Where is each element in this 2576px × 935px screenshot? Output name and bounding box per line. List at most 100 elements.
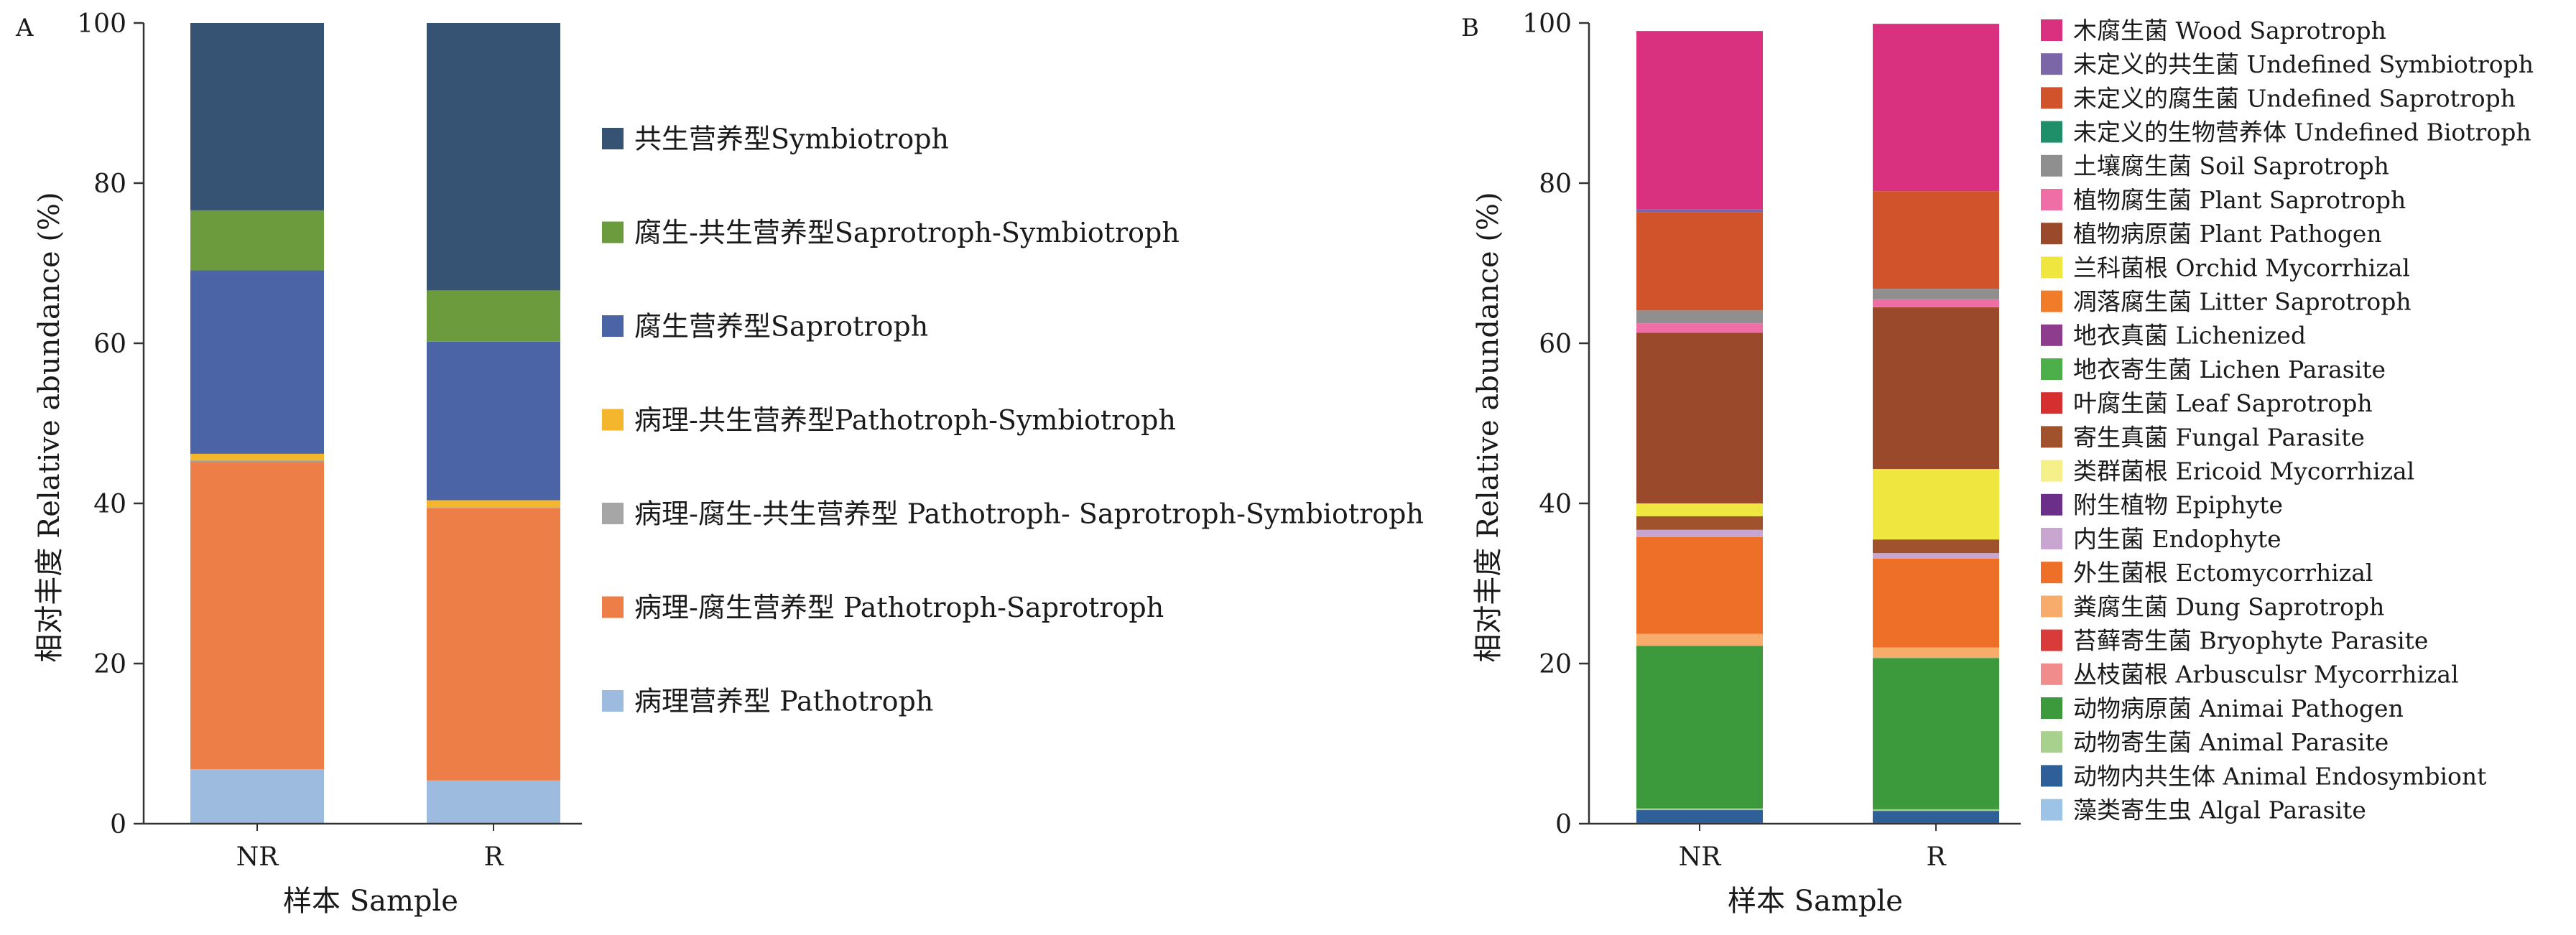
panel-a-y-tick-label: 40 — [93, 490, 126, 519]
panel-b-bar-r-orchid-mycorrhizal — [1873, 469, 1999, 540]
panel-b-legend-label: 未定义的共生菌 Undefined Symbiotroph — [2073, 50, 2534, 78]
panel-b-x-tick-label: NR — [1679, 842, 1722, 872]
panel-a-bar-nr-saprotroph — [190, 270, 324, 454]
panel-b-bar-r-dung-saprotroph — [1873, 647, 1999, 659]
panel-b-legend-swatch — [2041, 290, 2062, 312]
panel-b-bar-r-undefined-saprotroph — [1873, 191, 1999, 289]
panel-a-legend-swatch — [602, 503, 624, 524]
panel-b-legend-swatch — [2041, 426, 2062, 448]
panel-b-legend-swatch — [2041, 697, 2062, 719]
panel-a-legend-label: 病理营养型 Pathotroph — [634, 686, 933, 717]
panel-b-legend-label: 未定义的腐生菌 Undefined Saprotroph — [2073, 84, 2516, 112]
panel-b-bar-nr-undefined-saprotroph — [1636, 212, 1763, 311]
panel-b-legend-label: 地衣真菌 Lichenized — [2073, 322, 2306, 350]
panel-b-bar-nr-ectomycorrhizal — [1636, 536, 1763, 634]
panel-b-bar-nr-animai-pathogen — [1636, 646, 1763, 809]
panel-a-bar-nr-symbiotroph — [190, 23, 324, 210]
panel-b-legend-label: 地衣寄生菌 Lichen Parasite — [2073, 355, 2386, 383]
panel-a-legend-label: 共生营养型Symbiotroph — [634, 124, 949, 155]
panel-a-bar-r-saprotroph — [427, 341, 560, 501]
panel-b-legend-swatch — [2041, 324, 2062, 346]
panel-b-bar-nr-endophyte — [1636, 529, 1763, 537]
panel-a-legend-swatch — [602, 128, 624, 149]
panel-b-legend-swatch — [2041, 256, 2062, 279]
panel-a-bar-nr-pathotroph — [190, 769, 324, 824]
panel-b-legend-label: 丛枝菌根 Arbusculsr Mycorrhizal — [2073, 661, 2459, 689]
panel-a-legend-swatch — [602, 690, 624, 712]
panel-a-bar-nr-pathotroph-saprotroph-symbiotroph — [190, 460, 324, 462]
panel-b-legend-swatch — [2041, 595, 2062, 618]
panel-b-legend-label: 藻类寄生虫 Algal Parasite — [2073, 796, 2366, 824]
panel-a-plot-area: NR R 0 20 40 60 80 100 — [77, 9, 582, 872]
panel-b-legend-label: 植物病原菌 Plant Pathogen — [2073, 220, 2382, 248]
panel-b-bar-nr-animal-parasite — [1636, 808, 1763, 811]
panel-b-legend-label: 木腐生菌 Wood Saprotroph — [2073, 17, 2386, 45]
panel-b-legend-swatch — [2041, 358, 2062, 380]
panel-b-y-tick-label: 80 — [1539, 169, 1572, 199]
panel-b-legend-swatch — [2041, 493, 2062, 516]
panel-b-legend-swatch — [2041, 223, 2062, 245]
panel-b-legend-swatch — [2041, 799, 2062, 821]
panel-a-y-tick-label: 80 — [93, 169, 126, 199]
panel-b-label: B — [1461, 14, 1479, 42]
panel-b-legend-label: 兰科菌根 Orchid Mycorrhizal — [2073, 253, 2410, 282]
panel-a-legend-label: 腐生营养型Saprotroph — [634, 311, 928, 343]
panel-a-bar-nr-saprotroph-symbiotroph — [190, 210, 324, 271]
panel-b-legend-label: 类群菌根 Ericoid Mycorrhizal — [2073, 457, 2414, 485]
panel-b-legend-swatch — [2041, 19, 2062, 41]
panel-a-y-tick-label: 0 — [110, 810, 126, 839]
panel-a-bar-nr-pathotroph-saprotroph — [190, 462, 324, 770]
panel-b-legend-swatch — [2041, 154, 2062, 177]
panel-b-y-tick-label: 100 — [1522, 9, 1572, 39]
panel-b-legend-swatch — [2041, 663, 2062, 685]
panel-b-bar-nr-dung-saprotroph — [1636, 633, 1763, 646]
panel-b-x-tick-label: R — [1926, 842, 1946, 872]
panel-b-legend-swatch — [2041, 731, 2062, 753]
panel-a-y-tick-label: 20 — [93, 650, 126, 679]
panel-a-label: A — [15, 14, 34, 42]
panel-b-bar-r-wood-saprotroph — [1873, 24, 1999, 192]
panel-a-legend-label: 病理-腐生-共生营养型 Pathotroph- Saprotroph-Symbi… — [634, 498, 1424, 530]
panel-a-legend-swatch — [602, 315, 624, 337]
panel-a-x-tick-label: R — [483, 842, 504, 872]
panel-b-legend-swatch — [2041, 121, 2062, 143]
panel-b-legend-label: 内生菌 Endophyte — [2073, 525, 2281, 553]
panel-a-legend-swatch — [602, 409, 624, 431]
panel-b-legend-label: 动物内共生体 Animal Endosymbiont — [2073, 762, 2486, 790]
panel-b-y-axis-title: 相对丰度 Relative abundance (%) — [1472, 192, 1505, 662]
panel-b: B NR R 0 20 40 60 80 100 样本 Sample 相对丰度 Relativ… — [1461, 9, 2534, 918]
panel-b-bar-r-endophyte — [1873, 553, 1999, 559]
panel-b-x-axis-title: 样本 Sample — [1728, 885, 1903, 918]
panel-b-legend-swatch — [2041, 392, 2062, 414]
panel-b-bar-nr-plant-pathogen — [1636, 332, 1763, 503]
panel-b-bar-nr-soil-saprotroph — [1636, 310, 1763, 324]
panel-a-legend-label: 腐生-共生营养型Saprotroph-Symbiotroph — [634, 217, 1180, 248]
panel-b-bar-nr-orchid-mycorrhizal — [1636, 503, 1763, 516]
panel-a-bar-r-symbiotroph — [427, 23, 560, 291]
panel-b-legend-swatch — [2041, 528, 2062, 549]
panel-a-legend: 共生营养型Symbiotroph 腐生-共生营养型Saprotroph-Symbi… — [602, 124, 1424, 717]
panel-a-y-axis-title: 相对丰度 Relative abundance (%) — [33, 192, 66, 662]
panel-b-legend-label: 未定义的生物营养体 Undefined Biotroph — [2073, 118, 2531, 146]
panel-b-legend-swatch — [2041, 629, 2062, 651]
panel-b-bar-r-fungal-parasite — [1873, 539, 1999, 554]
panel-b-legend-label: 动物病原菌 Animai Pathogen — [2073, 694, 2404, 722]
panel-b-legend-label: 附生植物 Epiphyte — [2073, 491, 2283, 519]
panel-b-bar-r-soil-saprotroph — [1873, 289, 1999, 299]
panel-b-y-tick-label: 0 — [1555, 810, 1572, 839]
panel-b-plot-area: NR R 0 20 40 60 80 100 — [1522, 9, 2021, 872]
panel-a-bar-r-saprotroph-symbiotroph — [427, 290, 560, 342]
panel-b-y-tick-label: 60 — [1539, 330, 1572, 359]
panel-b-legend-label: 植物腐生菌 Plant Saprotroph — [2073, 186, 2406, 214]
panel-b-bar-nr-animal-endosymbiont — [1636, 810, 1763, 823]
panel-b-legend-label: 叶腐生菌 Leaf Saprotroph — [2073, 389, 2373, 417]
panel-a-legend-label: 病理-腐生营养型 Pathotroph-Saprotroph — [634, 592, 1164, 623]
panel-b-legend-swatch — [2041, 460, 2062, 482]
panel-a-bar-r-pathotroph-symbiotroph — [427, 500, 560, 508]
panel-b-legend-label: 凋落腐生菌 Litter Saprotroph — [2073, 287, 2411, 315]
panel-a-bar-nr-pathotroph-symbiotroph — [190, 453, 324, 460]
panel-b-legend-swatch — [2041, 87, 2062, 109]
panel-b-bar-r-animal-parasite — [1873, 809, 1999, 811]
panel-a-legend-label: 病理-共生营养型Pathotroph-Symbiotroph — [634, 404, 1176, 436]
panel-b-bar-nr-undefined-symbiotroph — [1636, 209, 1763, 213]
